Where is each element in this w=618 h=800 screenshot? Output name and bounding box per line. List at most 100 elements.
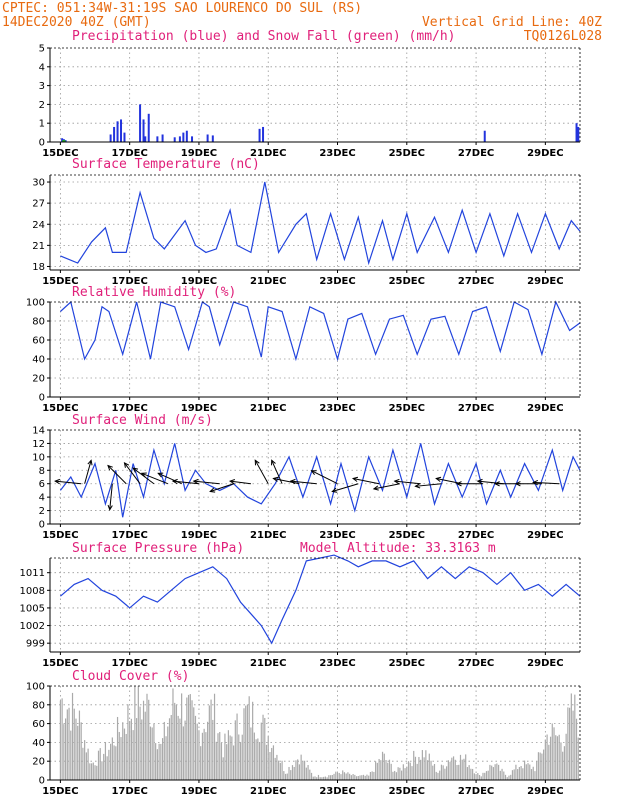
cloud-bar	[430, 760, 432, 780]
cloud-bar	[297, 759, 299, 780]
precipitation-xtick-label: 23DEC	[319, 148, 355, 159]
cloud-bar	[136, 718, 138, 780]
cloud-bar	[345, 773, 347, 780]
cloud-bar	[574, 694, 576, 780]
panel-title-temperature: Surface Temperature (nC)	[72, 157, 260, 172]
cloud-bar	[229, 735, 231, 780]
wind-xtick-label: 27DEC	[458, 530, 494, 541]
cloud-bar	[359, 775, 361, 780]
cloud-bar	[373, 771, 375, 780]
cloud-bar	[340, 774, 342, 780]
precipitation-xtick-label: 17DEC	[111, 148, 147, 159]
cloud-bar	[243, 708, 245, 780]
cloud-bar	[350, 775, 352, 780]
wind-vector-head	[107, 464, 113, 471]
cloud-cover-xtick-label: 23DEC	[319, 786, 355, 797]
cloud-bar	[149, 726, 152, 780]
cloud-bar	[151, 727, 153, 780]
cloud-bar	[426, 760, 429, 780]
cloud-bar	[470, 768, 472, 780]
cloud-bar	[89, 763, 91, 780]
cloud-bar	[329, 775, 332, 780]
cloud-bar	[522, 768, 524, 780]
cloud-bar	[239, 741, 242, 780]
cloud-bar	[184, 720, 186, 780]
wind-xtick-label: 21DEC	[250, 530, 286, 541]
cloud-bar	[508, 775, 510, 780]
cloud-bar	[553, 727, 555, 780]
cloud-bar	[536, 761, 538, 780]
humidity-xtick-label: 23DEC	[319, 403, 355, 414]
precip-bar	[483, 130, 486, 142]
cloud-bar	[75, 718, 77, 780]
wind-vector	[193, 480, 220, 485]
cloud-bar	[110, 743, 112, 780]
cloud-bar	[78, 710, 81, 780]
cloud-bar	[338, 772, 340, 780]
cloud-bar	[219, 731, 221, 780]
header-location: CPTEC: 051:34W-31:19S SAO LOURENCO DO SU…	[2, 1, 362, 16]
cloud-bar	[368, 775, 370, 780]
cloud-bar	[562, 751, 564, 780]
wind-vector-head	[271, 459, 276, 466]
cloud-bar	[158, 743, 160, 780]
wind-xtick-label: 19DEC	[181, 530, 217, 541]
wind-vector	[332, 483, 359, 492]
cloud-bar	[446, 766, 448, 780]
cloud-bar	[165, 736, 167, 780]
wind-vector-head	[87, 459, 93, 466]
humidity-ytick-label: 80	[32, 317, 45, 328]
cloud-bar	[496, 763, 498, 780]
cloud-bar	[194, 715, 197, 780]
cloud-bar	[193, 707, 195, 780]
cloud-bar	[92, 762, 94, 780]
cloud-bar	[402, 764, 404, 780]
pressure-xtick-label: 15DEC	[42, 658, 78, 669]
cloud-bar	[64, 718, 67, 780]
humidity-series-line	[59, 300, 581, 362]
precip-bar	[161, 134, 164, 142]
cloud-bar	[487, 770, 489, 780]
cloud-bar	[134, 686, 136, 780]
cloud-bar	[497, 764, 500, 780]
cloud-bar	[284, 773, 287, 780]
panel-cloud-cover: Cloud Cover (%)	[72, 669, 189, 684]
cloud-bar	[220, 742, 223, 780]
wind-vector-head	[123, 461, 130, 468]
cloud-bar	[116, 716, 119, 780]
cloud-bar	[290, 770, 292, 780]
wind-vector-head	[254, 459, 260, 466]
wind-vector-head	[493, 481, 500, 487]
cloud-bar	[411, 766, 413, 780]
cloud-bar	[567, 707, 569, 780]
cloud-bar	[295, 760, 297, 780]
wind-vector	[210, 483, 234, 492]
wind-ytick-label: 14	[32, 426, 45, 437]
temperature-xtick-label: 15DEC	[42, 276, 78, 287]
cloud-bar	[328, 775, 330, 780]
precip-bar	[156, 136, 159, 142]
cloud-bar	[208, 705, 210, 780]
cloud-bar	[504, 774, 507, 780]
cloud-bar	[560, 742, 562, 780]
cloud-bar	[201, 732, 204, 780]
cloud-bar	[217, 733, 219, 780]
humidity-ytick-label: 40	[32, 355, 45, 366]
temperature-xtick-label: 25DEC	[389, 276, 425, 287]
cloud-bar	[118, 731, 120, 780]
cloud-bar	[255, 739, 257, 780]
wind-vector-head	[310, 470, 317, 475]
cloud-bar	[224, 733, 226, 780]
cloud-bar	[520, 766, 522, 780]
cloud-bar	[478, 775, 481, 780]
cloud-bar	[293, 766, 295, 780]
cloud-bar	[129, 720, 131, 780]
wind-vector	[107, 465, 127, 485]
humidity-xtick-label: 21DEC	[250, 403, 286, 414]
cloud-bar	[385, 759, 387, 780]
cloud-bar	[111, 737, 113, 780]
cloud-bar	[246, 704, 249, 780]
cloud-bar	[421, 750, 423, 780]
cloud-bar	[347, 772, 349, 780]
